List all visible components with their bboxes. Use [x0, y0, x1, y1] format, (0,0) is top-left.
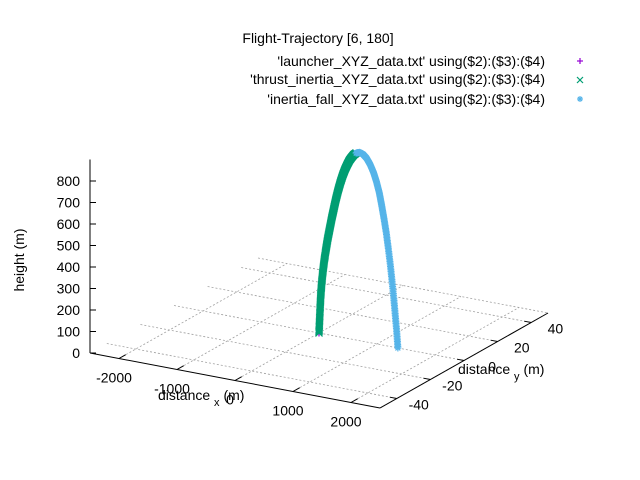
- legend-marker-0: [577, 58, 583, 64]
- x-tick: [292, 387, 300, 392]
- grid-line-x: [292, 296, 462, 392]
- z-axis-label: height (m): [11, 228, 27, 291]
- y-tick-label: 40: [548, 321, 564, 337]
- y-tick: [456, 358, 465, 361]
- z-tick-label: 200: [57, 302, 81, 318]
- y-axis-label: distance y (m): [458, 361, 544, 383]
- y-tick: [490, 339, 498, 342]
- x-axis-label: distance x (m): [158, 387, 244, 409]
- z-tick-label: 700: [57, 195, 81, 211]
- legend-entry-inertia-fall: 'inertia_fall_XYZ_data.txt' using($2):($…: [267, 91, 545, 107]
- legend-marker-2: [577, 96, 583, 102]
- series-points: [315, 148, 402, 352]
- grid-line-y: [106, 343, 397, 399]
- legend-entry-launcher: 'launcher_XYZ_data.txt' using($2):($3):(…: [277, 53, 545, 69]
- z-tick-labels: 0 100 200 300 400 500 600 700 800: [57, 173, 81, 361]
- svg-text:distance y (m): distance y (m): [458, 361, 544, 383]
- x-tick: [234, 376, 242, 381]
- z-tick-label: 0: [72, 345, 80, 361]
- y-tick-label: -20: [442, 378, 462, 394]
- legend-marker-1: [576, 76, 584, 84]
- chart-title: Flight-Trajectory [6, 180]: [242, 30, 393, 46]
- x-tick-label: 0: [226, 392, 234, 408]
- grid-line-y: [207, 286, 498, 342]
- x-tick-label: -2000: [96, 370, 132, 386]
- series-2-point: [394, 344, 402, 352]
- axes: [89, 159, 549, 409]
- x-tick-labels: -2000 -1000 0 1000 2000: [96, 370, 362, 430]
- z-tick-label: 600: [57, 216, 81, 232]
- y-tick-label: -40: [409, 397, 429, 413]
- z-tick-label: 100: [57, 324, 81, 340]
- z-tick-label: 500: [57, 238, 81, 254]
- y-tick: [389, 396, 397, 399]
- svg-text:distance x (m): distance x (m): [158, 387, 244, 409]
- x-tick: [118, 354, 126, 359]
- z-tick-label: 800: [57, 173, 81, 189]
- grid-line-y: [257, 257, 549, 314]
- x-tick: [176, 365, 184, 370]
- grid-line-y: [140, 324, 431, 380]
- legend: 'launcher_XYZ_data.txt' using($2):($3):(…: [250, 53, 584, 107]
- legend-entry-thrust-inertia: 'thrust_inertia_XYZ_data.txt' using($2):…: [250, 71, 545, 87]
- z-tick-label: 300: [57, 281, 81, 297]
- x-tick-label: 2000: [330, 414, 361, 430]
- grid-line-y: [241, 267, 532, 323]
- x-tick: [350, 398, 358, 403]
- y-tick: [524, 320, 532, 323]
- y-tick-label: 0: [488, 359, 496, 375]
- x-tick-label: -1000: [154, 381, 190, 397]
- y-tick-labels: -40 -20 0 20 40: [409, 321, 564, 413]
- y-tick: [423, 377, 431, 380]
- z-tick-label: 400: [57, 259, 81, 275]
- y-tick-label: 20: [514, 340, 530, 356]
- grid-line-y: [173, 305, 465, 361]
- x-tick-label: 1000: [272, 403, 303, 419]
